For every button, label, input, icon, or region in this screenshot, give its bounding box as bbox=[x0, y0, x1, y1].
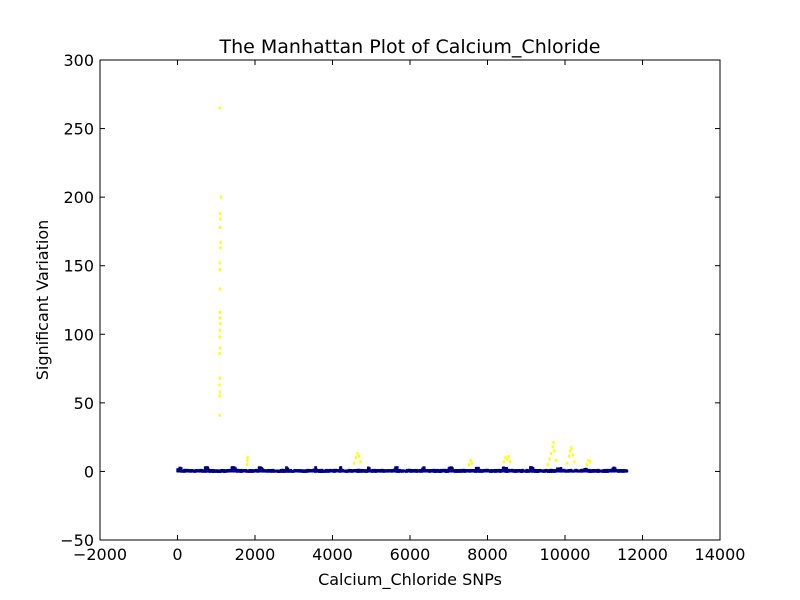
snp-point-significant bbox=[567, 454, 571, 458]
snp-point-significant bbox=[573, 460, 576, 464]
snp-point-significant bbox=[507, 454, 510, 458]
snp-point-significant bbox=[471, 461, 474, 465]
snp-point-significant bbox=[219, 246, 222, 250]
snp-point-significant bbox=[218, 106, 221, 110]
snp-point-significant bbox=[218, 316, 222, 320]
snp-point-significant bbox=[553, 449, 556, 453]
snp-point-significant bbox=[246, 458, 249, 462]
snp-point-significant bbox=[354, 456, 357, 460]
snp-point-significant bbox=[565, 461, 569, 465]
y-axis-ticks: −50 0 50 100 150 200 250 300 bbox=[60, 51, 720, 550]
snp-point-significant bbox=[219, 212, 222, 216]
snp-point-significant bbox=[218, 310, 221, 314]
y-tick-label: 300 bbox=[63, 51, 94, 70]
x-tick-label: 4000 bbox=[312, 545, 353, 564]
snp-point-significant bbox=[219, 240, 222, 244]
snp-point-significant bbox=[550, 452, 553, 456]
snp-point-significant bbox=[587, 458, 590, 462]
snp-point-significant bbox=[219, 217, 222, 221]
snp-point-significant bbox=[359, 460, 362, 464]
snp-point-significant bbox=[551, 445, 554, 449]
y-tick-label: 0 bbox=[84, 462, 94, 481]
snp-point-significant bbox=[585, 463, 588, 467]
snp-point-significant bbox=[218, 351, 221, 355]
snp-point-significant bbox=[218, 390, 221, 394]
y-tick-label: 150 bbox=[63, 257, 94, 276]
snp-point-significant bbox=[218, 376, 222, 380]
snp-point-significant bbox=[548, 457, 551, 461]
snp-point-significant bbox=[504, 456, 507, 460]
significant-snp-points bbox=[218, 106, 591, 467]
y-axis-label: Significant Variation bbox=[33, 220, 52, 381]
x-tick-label: −2000 bbox=[73, 545, 127, 564]
snp-point-significant bbox=[356, 452, 359, 456]
y-tick-label: 200 bbox=[63, 188, 94, 207]
y-tick-label: 100 bbox=[63, 325, 94, 344]
y-tick-label: 50 bbox=[74, 394, 94, 413]
snp-point-significant bbox=[357, 454, 361, 458]
snp-point-significant bbox=[554, 458, 557, 462]
x-tick-label: 12000 bbox=[617, 545, 668, 564]
snp-point-baseline bbox=[395, 466, 399, 473]
snp-point-significant bbox=[469, 458, 472, 462]
snp-point-significant bbox=[588, 460, 591, 464]
x-tick-label: 14000 bbox=[695, 545, 746, 564]
baseline-snp-band bbox=[176, 466, 629, 473]
snp-point-significant bbox=[218, 261, 221, 265]
chart-title: The Manhattan Plot of Calcium_Chloride bbox=[219, 36, 601, 58]
x-tick-label: 6000 bbox=[390, 545, 431, 564]
x-axis-ticks: −2000 0 2000 4000 6000 8000 10000 12000 14000 bbox=[73, 60, 746, 564]
y-tick-label: −50 bbox=[60, 531, 94, 550]
snp-point-significant bbox=[467, 463, 471, 467]
x-tick-label: 0 bbox=[172, 545, 182, 564]
x-tick-label: 8000 bbox=[467, 545, 508, 564]
snp-point-significant bbox=[218, 225, 222, 229]
snp-point-significant bbox=[219, 287, 222, 291]
snp-point-significant bbox=[502, 460, 505, 464]
snp-point-significant bbox=[219, 346, 222, 350]
snp-point-significant bbox=[246, 456, 249, 460]
x-axis-label: Calcium_Chloride SNPs bbox=[318, 570, 502, 590]
snp-point-significant bbox=[218, 328, 221, 332]
snp-point-significant bbox=[569, 449, 572, 453]
snp-point-significant bbox=[218, 413, 221, 417]
snp-point-significant bbox=[218, 383, 221, 387]
snp-point-significant bbox=[508, 460, 512, 464]
snp-point-significant bbox=[218, 394, 221, 398]
snp-point-baseline bbox=[625, 470, 629, 473]
snp-point-significant bbox=[505, 457, 509, 461]
x-tick-label: 2000 bbox=[235, 545, 276, 564]
x-tick-label: 10000 bbox=[540, 545, 591, 564]
snp-point-significant bbox=[546, 463, 549, 467]
snp-point-baseline bbox=[559, 467, 563, 473]
snp-point-significant bbox=[353, 461, 356, 465]
snp-point-significant bbox=[570, 446, 573, 450]
snp-point-significant bbox=[218, 268, 222, 272]
plot-area-frame bbox=[99, 59, 721, 541]
snp-point-significant bbox=[552, 441, 555, 445]
snp-point-significant bbox=[219, 195, 223, 199]
snp-point-significant bbox=[218, 335, 221, 339]
snp-point-significant bbox=[245, 463, 249, 467]
y-tick-label: 250 bbox=[63, 120, 94, 139]
snp-point-significant bbox=[219, 321, 222, 325]
snp-point-significant bbox=[571, 453, 574, 457]
